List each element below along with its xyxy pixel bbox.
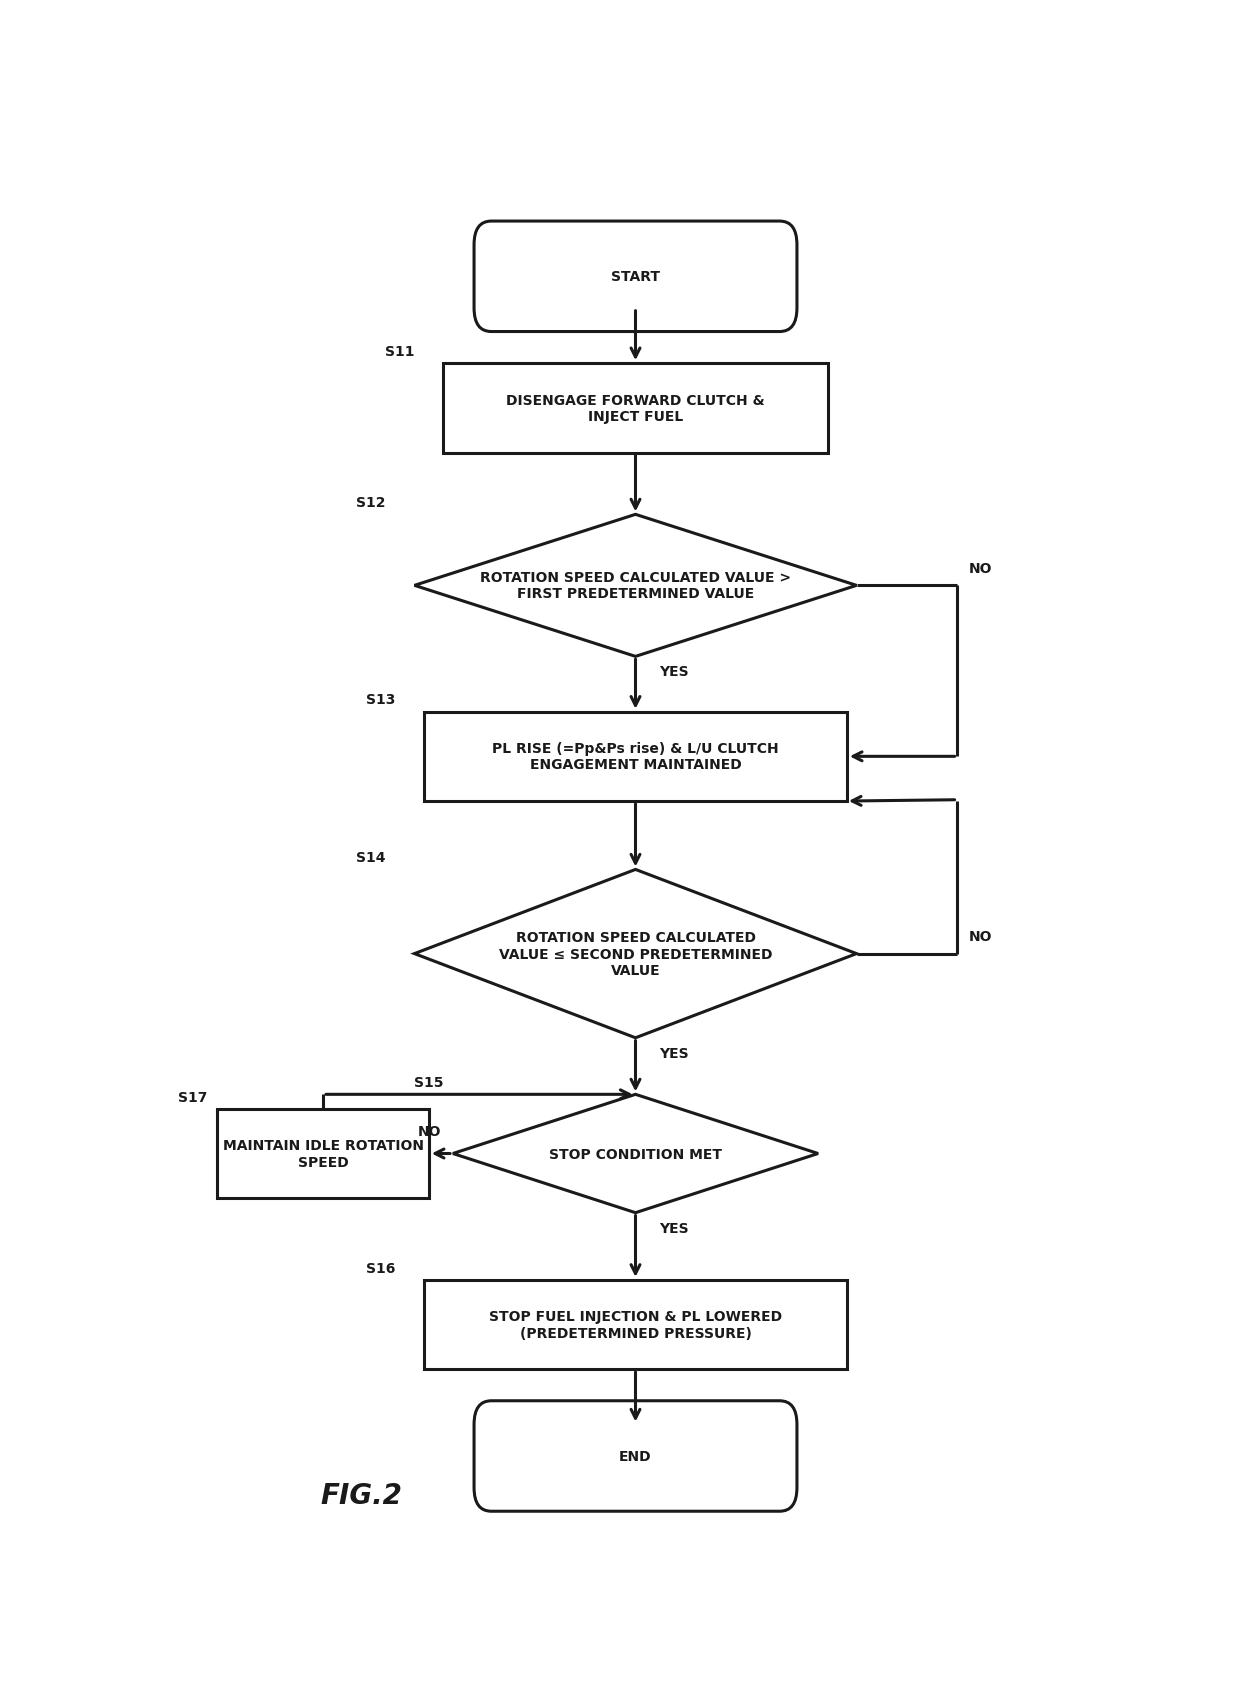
Text: NO: NO — [968, 930, 992, 944]
Text: YES: YES — [660, 1221, 689, 1234]
Text: S11: S11 — [384, 345, 414, 358]
Text: S12: S12 — [356, 495, 386, 510]
Text: END: END — [619, 1449, 652, 1463]
Text: STOP FUEL INJECTION & PL LOWERED
(PREDETERMINED PRESSURE): STOP FUEL INJECTION & PL LOWERED (PREDET… — [489, 1309, 782, 1340]
Text: START: START — [611, 270, 660, 283]
Polygon shape — [414, 516, 857, 657]
Text: ROTATION SPEED CALCULATED
VALUE ≤ SECOND PREDETERMINED
VALUE: ROTATION SPEED CALCULATED VALUE ≤ SECOND… — [498, 930, 773, 976]
Text: S17: S17 — [179, 1089, 208, 1104]
Text: STOP CONDITION MET: STOP CONDITION MET — [549, 1147, 722, 1161]
Bar — [424, 1280, 847, 1369]
Text: YES: YES — [660, 1046, 689, 1060]
Text: S15: S15 — [414, 1075, 444, 1089]
FancyBboxPatch shape — [474, 1401, 797, 1511]
Text: YES: YES — [660, 666, 689, 679]
Bar — [217, 1110, 429, 1198]
Text: ROTATION SPEED CALCULATED VALUE >
FIRST PREDETERMINED VALUE: ROTATION SPEED CALCULATED VALUE > FIRST … — [480, 570, 791, 601]
Text: S16: S16 — [366, 1261, 396, 1275]
FancyBboxPatch shape — [474, 222, 797, 333]
Text: PL RISE (=Pp&Ps rise) & L/U CLUTCH
ENGAGEMENT MAINTAINED: PL RISE (=Pp&Ps rise) & L/U CLUTCH ENGAG… — [492, 743, 779, 772]
Text: NO: NO — [418, 1125, 441, 1139]
Bar — [424, 712, 847, 802]
Text: S13: S13 — [366, 693, 396, 707]
Polygon shape — [414, 871, 857, 1038]
Text: NO: NO — [968, 562, 992, 575]
Text: MAINTAIN IDLE ROTATION
SPEED: MAINTAIN IDLE ROTATION SPEED — [223, 1139, 424, 1169]
Text: S14: S14 — [356, 850, 386, 865]
Text: FIG.2: FIG.2 — [321, 1480, 403, 1509]
Polygon shape — [453, 1094, 818, 1214]
Text: DISENGAGE FORWARD CLUTCH &
INJECT FUEL: DISENGAGE FORWARD CLUTCH & INJECT FUEL — [506, 394, 765, 423]
Bar — [444, 364, 828, 454]
